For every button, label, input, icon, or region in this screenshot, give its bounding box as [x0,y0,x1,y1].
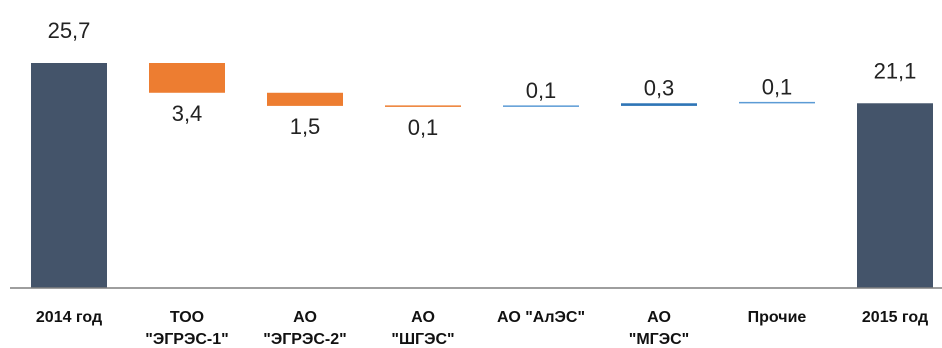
category-label-5-line-0: АО [647,309,671,326]
value-label-0: 25,7 [48,18,91,43]
category-label-3-line-0: АО [411,309,435,326]
value-label-7: 21,1 [874,58,917,83]
delta-bar-1 [149,63,225,93]
category-label-2-line-1: "ЭГРЭС-2" [263,331,346,348]
category-label-0-line-0: 2014 год [36,309,102,326]
category-label-1-line-1: "ЭГРЭС-1" [145,331,228,348]
value-labels-layer: 25,7 3,4 1,5 0,1 0,1 0,3 0,1 21,1 [48,18,917,140]
category-label-5-line-1: "МГЭС" [629,331,690,348]
delta-bar-5 [621,103,697,106]
value-label-1: 3,4 [172,101,203,126]
category-label-1-line-0: ТОО [170,309,204,326]
delta-bar-3 [385,105,461,107]
category-label-6-line-0: Прочие [748,309,807,326]
delta-bar-4 [503,105,579,107]
value-label-6: 0,1 [762,74,793,99]
value-label-4: 0,1 [526,78,557,103]
delta-bar-6 [739,101,815,104]
value-label-3: 0,1 [408,115,439,140]
value-label-5: 0,3 [644,75,675,100]
delta-bar-2 [267,92,343,106]
category-label-4-line-0: АО "АлЭС" [497,309,585,326]
category-label-7-line-0: 2015 год [862,309,928,326]
bars-layer [31,63,933,289]
category-label-2-line-0: АО [293,309,317,326]
total-bar-7 [857,103,933,289]
total-bar-0 [31,63,107,288]
category-label-3-line-1: "ШГЭС" [391,331,454,348]
value-label-2: 1,5 [290,114,321,139]
category-labels-layer: 2014 год ТОО "ЭГРЭС-1" АО "ЭГРЭС-2" АО "ШГЭС" А… [36,309,928,348]
